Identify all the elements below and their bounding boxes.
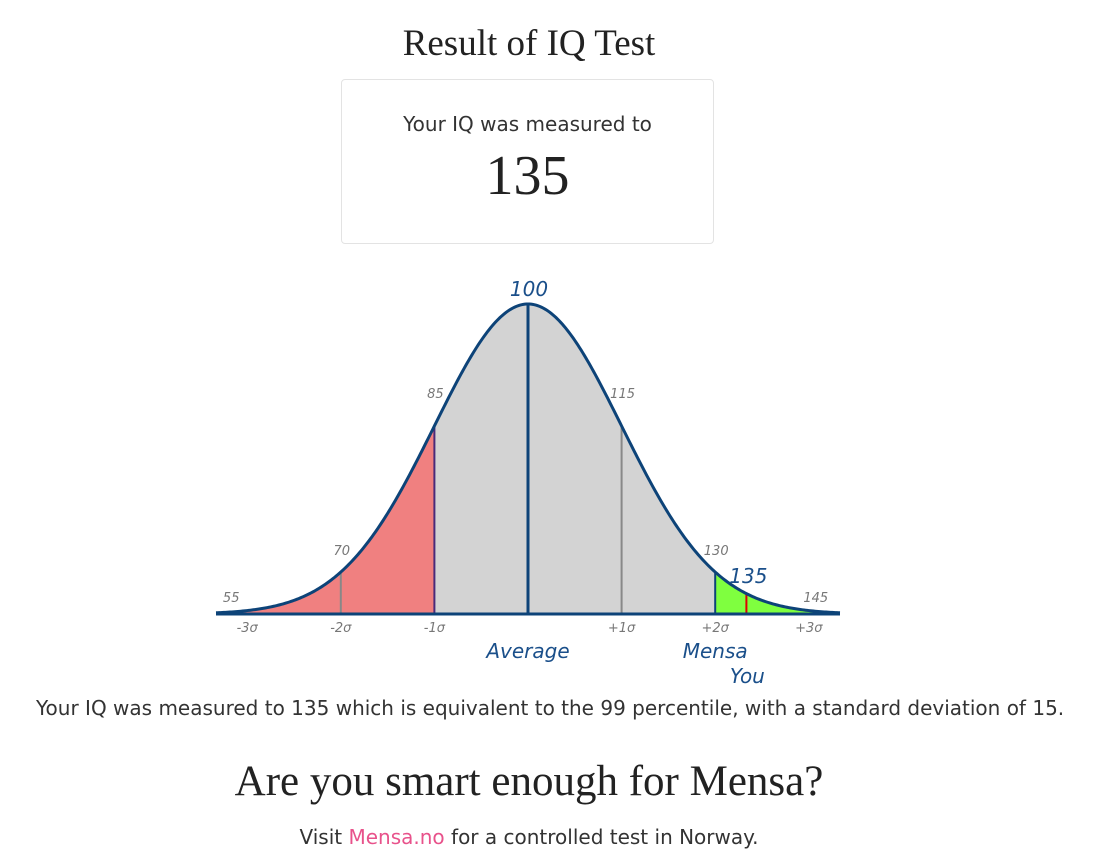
you-value-label: 135 — [729, 564, 767, 588]
bell-curve-line — [215, 302, 841, 615]
visit-text: Visit Mensa.no for a controlled test in … — [0, 825, 1058, 849]
sigma-tick-55: -3σ — [237, 621, 259, 636]
sigma-tick-130: +2σ — [701, 621, 729, 636]
iq-tick-115: 115 — [610, 387, 635, 402]
bell-curve-chart: 55 -3σ 70 -2σ 85 -1σ 115 +1σ 130 +2σ 145 +3σ 100 135 A… — [215, 277, 841, 688]
sigma-tick-115: +1σ — [608, 621, 636, 636]
result-summary: Your IQ was measured to 135 which is equ… — [36, 696, 1096, 720]
mensa-headline: Are you smart enough for Mensa? — [234, 758, 824, 805]
score-card: Your IQ was measured to 135 — [341, 79, 714, 244]
page-title: Result of IQ Test — [402, 23, 656, 64]
score-value: 135 — [485, 145, 570, 207]
visit-suffix: for a controlled test in Norway. — [451, 825, 759, 849]
chart-lines — [339, 304, 748, 614]
average-label: Average — [484, 639, 569, 663]
iq-tick-85: 85 — [427, 387, 444, 402]
sigma-tick-145: +3σ — [795, 621, 823, 636]
you-label: You — [730, 664, 765, 688]
sigma-tick-70: -2σ — [330, 621, 352, 636]
summary-suffix: percentile, with a standard deviation of — [632, 696, 1026, 720]
summary-prefix: Your IQ was measured to — [36, 696, 285, 720]
chart-labels: 55 -3σ 70 -2σ 85 -1σ 115 +1σ 130 +2σ 145 +3σ 100 135 A… — [223, 277, 828, 688]
summary-iq: 135 — [291, 696, 330, 720]
iq-tick-55: 55 — [223, 591, 240, 606]
summary-middle: which is equivalent to the — [335, 696, 594, 720]
iq-tick-145: 145 — [803, 591, 828, 606]
mensa-label: Mensa — [683, 639, 748, 663]
summary-sd: 15. — [1032, 696, 1065, 720]
chart-region-0 — [216, 572, 341, 614]
score-label: Your IQ was measured to — [403, 112, 652, 136]
mensa-link[interactable]: Mensa.no — [348, 825, 445, 849]
summary-percentile: 99 — [600, 696, 626, 720]
iq-tick-130: 130 — [704, 544, 729, 559]
iq-tick-70: 70 — [334, 544, 351, 559]
chart-region-2 — [434, 304, 716, 614]
mean-value-label: 100 — [510, 277, 548, 301]
visit-prefix: Visit — [299, 825, 343, 849]
sigma-tick-85: -1σ — [424, 621, 446, 636]
